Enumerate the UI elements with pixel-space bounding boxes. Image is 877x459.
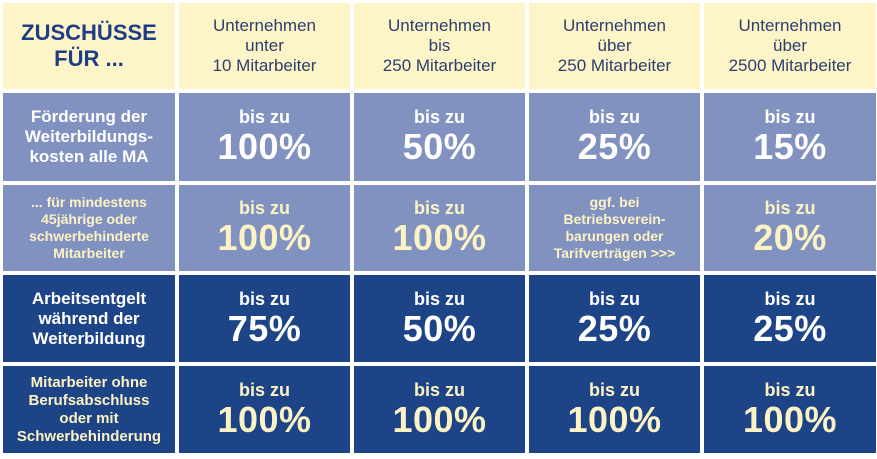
prefix-text: bis zu xyxy=(413,379,465,400)
table-cell: bis zu 100% xyxy=(179,93,350,181)
prefix-text: bis zu xyxy=(238,198,290,218)
percent-value: 25% xyxy=(577,307,652,349)
prefix-text: bis zu xyxy=(588,379,640,400)
percent-value: 15% xyxy=(753,126,827,167)
table-cell: bis zu 75% xyxy=(179,275,350,362)
column-header-under-10: Unternehmen unter 10 Mitarbeiter xyxy=(179,3,350,89)
row-label-line: kosten alle MA xyxy=(29,147,149,166)
row-label-training-costs: Förderung der Weiterbildungs- kosten all… xyxy=(3,93,175,181)
row-label-line: Mitarbeiter xyxy=(53,245,125,261)
table-cell: bis zu 100% xyxy=(179,366,350,453)
prefix-text: bis zu xyxy=(588,107,640,127)
percent-value: 25% xyxy=(577,126,652,167)
percent-value: 100% xyxy=(392,217,487,258)
row-label-line: Berufsabschluss xyxy=(28,391,150,409)
header-line: über xyxy=(597,36,632,55)
percent-value: 100% xyxy=(217,217,312,258)
corner-line: FÜR ... xyxy=(54,46,124,71)
table-cell: bis zu 25% xyxy=(529,275,700,362)
row-label-line: oder mit xyxy=(59,409,119,427)
table-cell: bis zu 100% xyxy=(179,185,350,271)
subsidy-table: ZUSCHÜSSE FÜR ... Unternehmen unter 10 M… xyxy=(3,3,876,453)
table-cell: bis zu 20% xyxy=(704,185,876,271)
header-line: 250 Mitarbeiter xyxy=(557,56,672,75)
percent-value: 25% xyxy=(753,307,827,349)
row-label-line: schwerbehinderte xyxy=(29,228,149,244)
prefix-text: bis zu xyxy=(764,288,816,309)
table-cell: bis zu 100% xyxy=(354,185,525,271)
header-line: bis xyxy=(428,36,451,55)
header-line: über xyxy=(772,36,808,55)
header-line: Unternehmen xyxy=(387,16,491,35)
row-label-line: Förderung der xyxy=(30,107,148,126)
table-cell: bis zu 100% xyxy=(354,366,525,453)
header-line: Unternehmen xyxy=(562,16,666,35)
note-line: ggf. bei xyxy=(589,194,640,210)
prefix-text: bis zu xyxy=(238,107,290,127)
row-label-line: 45jährige oder xyxy=(41,211,137,227)
column-header-over-250: Unternehmen über 250 Mitarbeiter xyxy=(529,3,700,89)
table-cell: bis zu 50% xyxy=(354,275,525,362)
prefix-text: bis zu xyxy=(764,107,816,127)
header-line: 250 Mitarbeiter xyxy=(382,56,497,75)
percent-value: 100% xyxy=(567,398,662,440)
row-label-unqualified-employees: Mitarbeiter ohne Berufsabschluss oder mi… xyxy=(3,366,175,453)
prefix-text: bis zu xyxy=(238,379,290,400)
table-cell: bis zu 25% xyxy=(704,275,876,362)
percent-value: 100% xyxy=(392,398,487,440)
prefix-text: bis zu xyxy=(413,107,465,127)
row-label-line: Mitarbeiter ohne xyxy=(30,373,148,391)
note-line: barungen oder xyxy=(565,228,664,244)
corner-header: ZUSCHÜSSE FÜR ... xyxy=(3,3,175,89)
header-line: Unternehmen xyxy=(212,16,316,35)
table-cell-note: ggf. bei Betriebsverein- barungen oder T… xyxy=(529,185,700,271)
prefix-text: bis zu xyxy=(764,379,816,400)
percent-value: 75% xyxy=(227,307,302,349)
prefix-text: bis zu xyxy=(764,198,816,218)
row-label-line: während der xyxy=(38,308,140,328)
percent-value: 50% xyxy=(402,307,477,349)
corner-line: ZUSCHÜSSE xyxy=(21,20,157,45)
row-label-older-employees: ... für mindestens 45jährige oder schwer… xyxy=(3,185,175,271)
row-label-line: Arbeitsentgelt xyxy=(31,288,147,308)
header-line: Unternehmen xyxy=(738,16,842,35)
row-label-line: Schwerbehinderung xyxy=(16,427,162,445)
note-line: Tarifverträgen >>> xyxy=(553,245,676,261)
column-header-over-2500: Unternehmen über 2500 Mitarbeiter xyxy=(704,3,876,89)
header-line: unter xyxy=(245,36,284,55)
percent-value: 50% xyxy=(402,126,477,167)
percent-value: 20% xyxy=(753,217,827,258)
percent-value: 100% xyxy=(217,126,312,167)
row-label-line: Weiterbildungs- xyxy=(24,127,154,146)
prefix-text: bis zu xyxy=(588,288,640,309)
prefix-text: bis zu xyxy=(413,198,465,218)
column-header-up-to-250: Unternehmen bis 250 Mitarbeiter xyxy=(354,3,525,89)
table-cell: bis zu 50% xyxy=(354,93,525,181)
row-label-wage: Arbeitsentgelt während der Weiterbildung xyxy=(3,275,175,362)
table-cell: bis zu 25% xyxy=(529,93,700,181)
percent-value: 100% xyxy=(742,398,838,440)
header-line: 10 Mitarbeiter xyxy=(212,56,317,75)
row-label-line: Weiterbildung xyxy=(32,328,146,348)
note-line: Betriebsverein- xyxy=(563,211,666,227)
table-cell: bis zu 100% xyxy=(704,366,876,453)
row-label-line: ... für mindestens xyxy=(31,194,147,210)
percent-value: 100% xyxy=(217,398,312,440)
table-cell: bis zu 100% xyxy=(529,366,700,453)
prefix-text: bis zu xyxy=(413,288,465,309)
prefix-text: bis zu xyxy=(238,288,290,309)
header-line: 2500 Mitarbeiter xyxy=(728,56,852,75)
table-cell: bis zu 15% xyxy=(704,93,876,181)
